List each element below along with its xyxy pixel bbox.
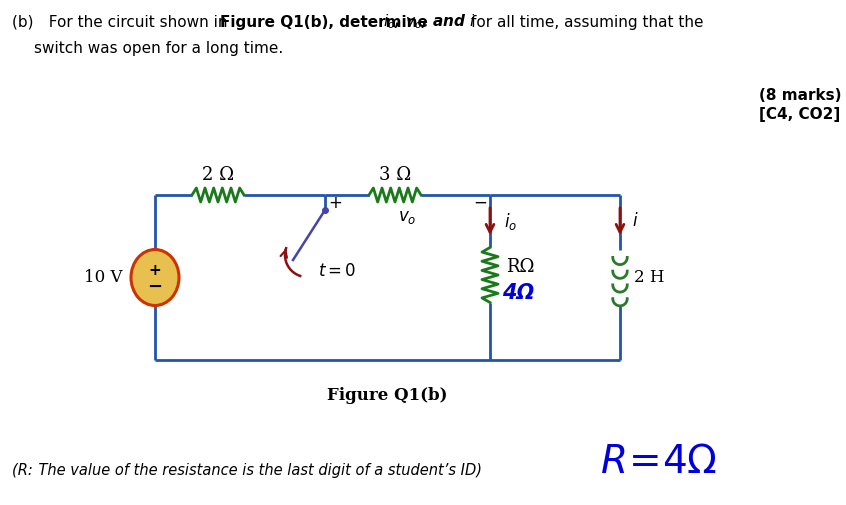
Text: (b) For the circuit shown in: (b) For the circuit shown in (12, 15, 230, 29)
Text: (R:  The value of the resistance is the last digit of a student’s ID): (R: The value of the resistance is the l… (12, 463, 482, 478)
Text: Figure Q1(b), determine: Figure Q1(b), determine (220, 15, 428, 29)
Text: −: − (473, 194, 487, 212)
Text: 3 Ω: 3 Ω (379, 166, 411, 184)
Text: +: + (328, 194, 342, 212)
Text: $R\!=\!4\Omega$: $R\!=\!4\Omega$ (600, 443, 717, 481)
Text: $v_o$: $v_o$ (398, 208, 417, 226)
Text: for all time, assuming that the: for all time, assuming that the (471, 15, 704, 29)
Text: $t = 0$: $t = 0$ (318, 264, 356, 280)
Text: 10 V: 10 V (85, 269, 123, 286)
Text: $i_o$: $i_o$ (504, 211, 517, 232)
Text: +: + (149, 263, 162, 278)
Text: $i_o$, $v_o$, and $i$: $i_o$, $v_o$, and $i$ (383, 13, 476, 31)
Text: (8 marks): (8 marks) (759, 87, 841, 103)
Text: −: − (147, 278, 162, 295)
Text: $i$: $i$ (632, 213, 639, 230)
Text: Figure Q1(b): Figure Q1(b) (327, 386, 448, 403)
Text: 4Ω: 4Ω (502, 283, 535, 303)
Text: 2 Ω: 2 Ω (202, 166, 234, 184)
Text: RΩ: RΩ (506, 258, 535, 276)
Ellipse shape (131, 249, 179, 306)
Text: switch was open for a long time.: switch was open for a long time. (34, 40, 283, 56)
Text: 2 H: 2 H (634, 270, 664, 286)
Text: [C4, CO2]: [C4, CO2] (760, 108, 841, 123)
